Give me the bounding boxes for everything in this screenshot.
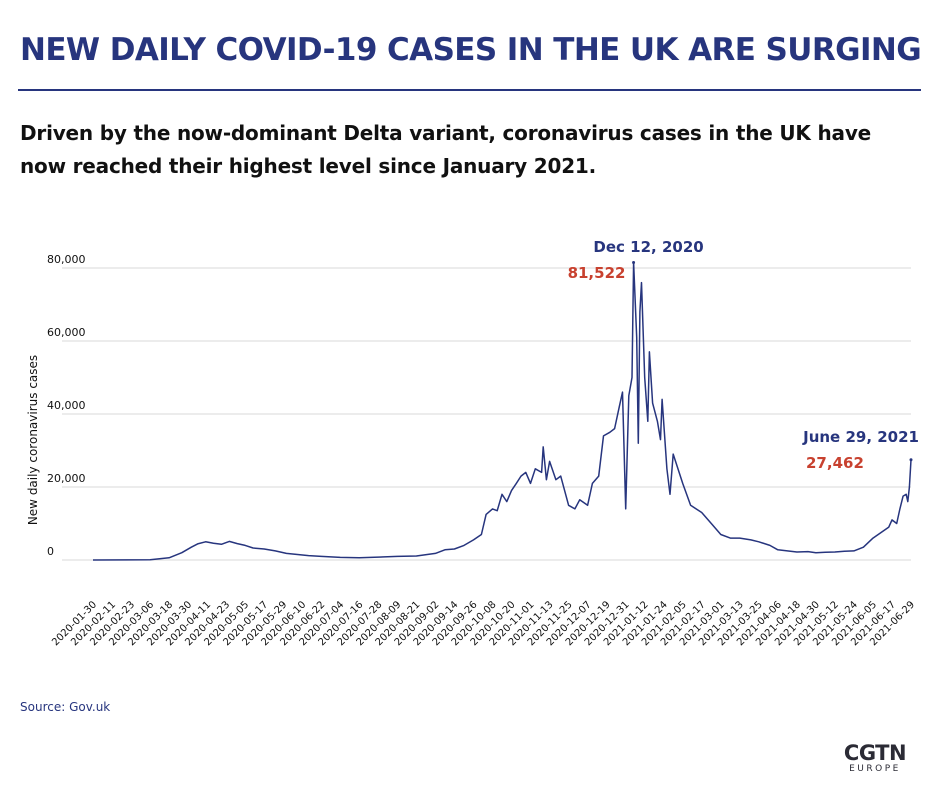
annotation-date: June 29, 2021 [802,428,919,446]
y-tick-label: 40,000 [47,399,86,412]
line-chart: 0 20,000 40,000 60,000 80,000 New daily coron… [26,238,919,648]
annotation-point [632,260,636,264]
y-tick-label: 20,000 [47,472,86,485]
y-axis-label: New daily coronavirus cases [26,355,40,525]
source-note: Source: Gov.uk [20,700,111,714]
series-line [92,261,912,561]
y-tick-label: 60,000 [47,326,86,339]
annotation-value: 27,462 [806,454,864,472]
y-tick-label: 80,000 [47,253,86,266]
chart-subtitle: Driven by the now-dominant Delta variant… [20,121,872,178]
cgtn-europe-logo: CGTN EUROPE [836,742,914,775]
y-tick-label: 0 [47,545,54,558]
logo-wordmark: CGTN [843,741,907,765]
annotation-date: Dec 12, 2020 [593,238,703,256]
chart-title: NEW DAILY COVID-19 CASES IN THE UK ARE S… [20,32,922,68]
logo-subtitle: EUROPE [849,764,901,774]
annotation-value: 81,522 [568,264,626,282]
title-divider [18,89,921,91]
annotation-point [909,458,913,462]
